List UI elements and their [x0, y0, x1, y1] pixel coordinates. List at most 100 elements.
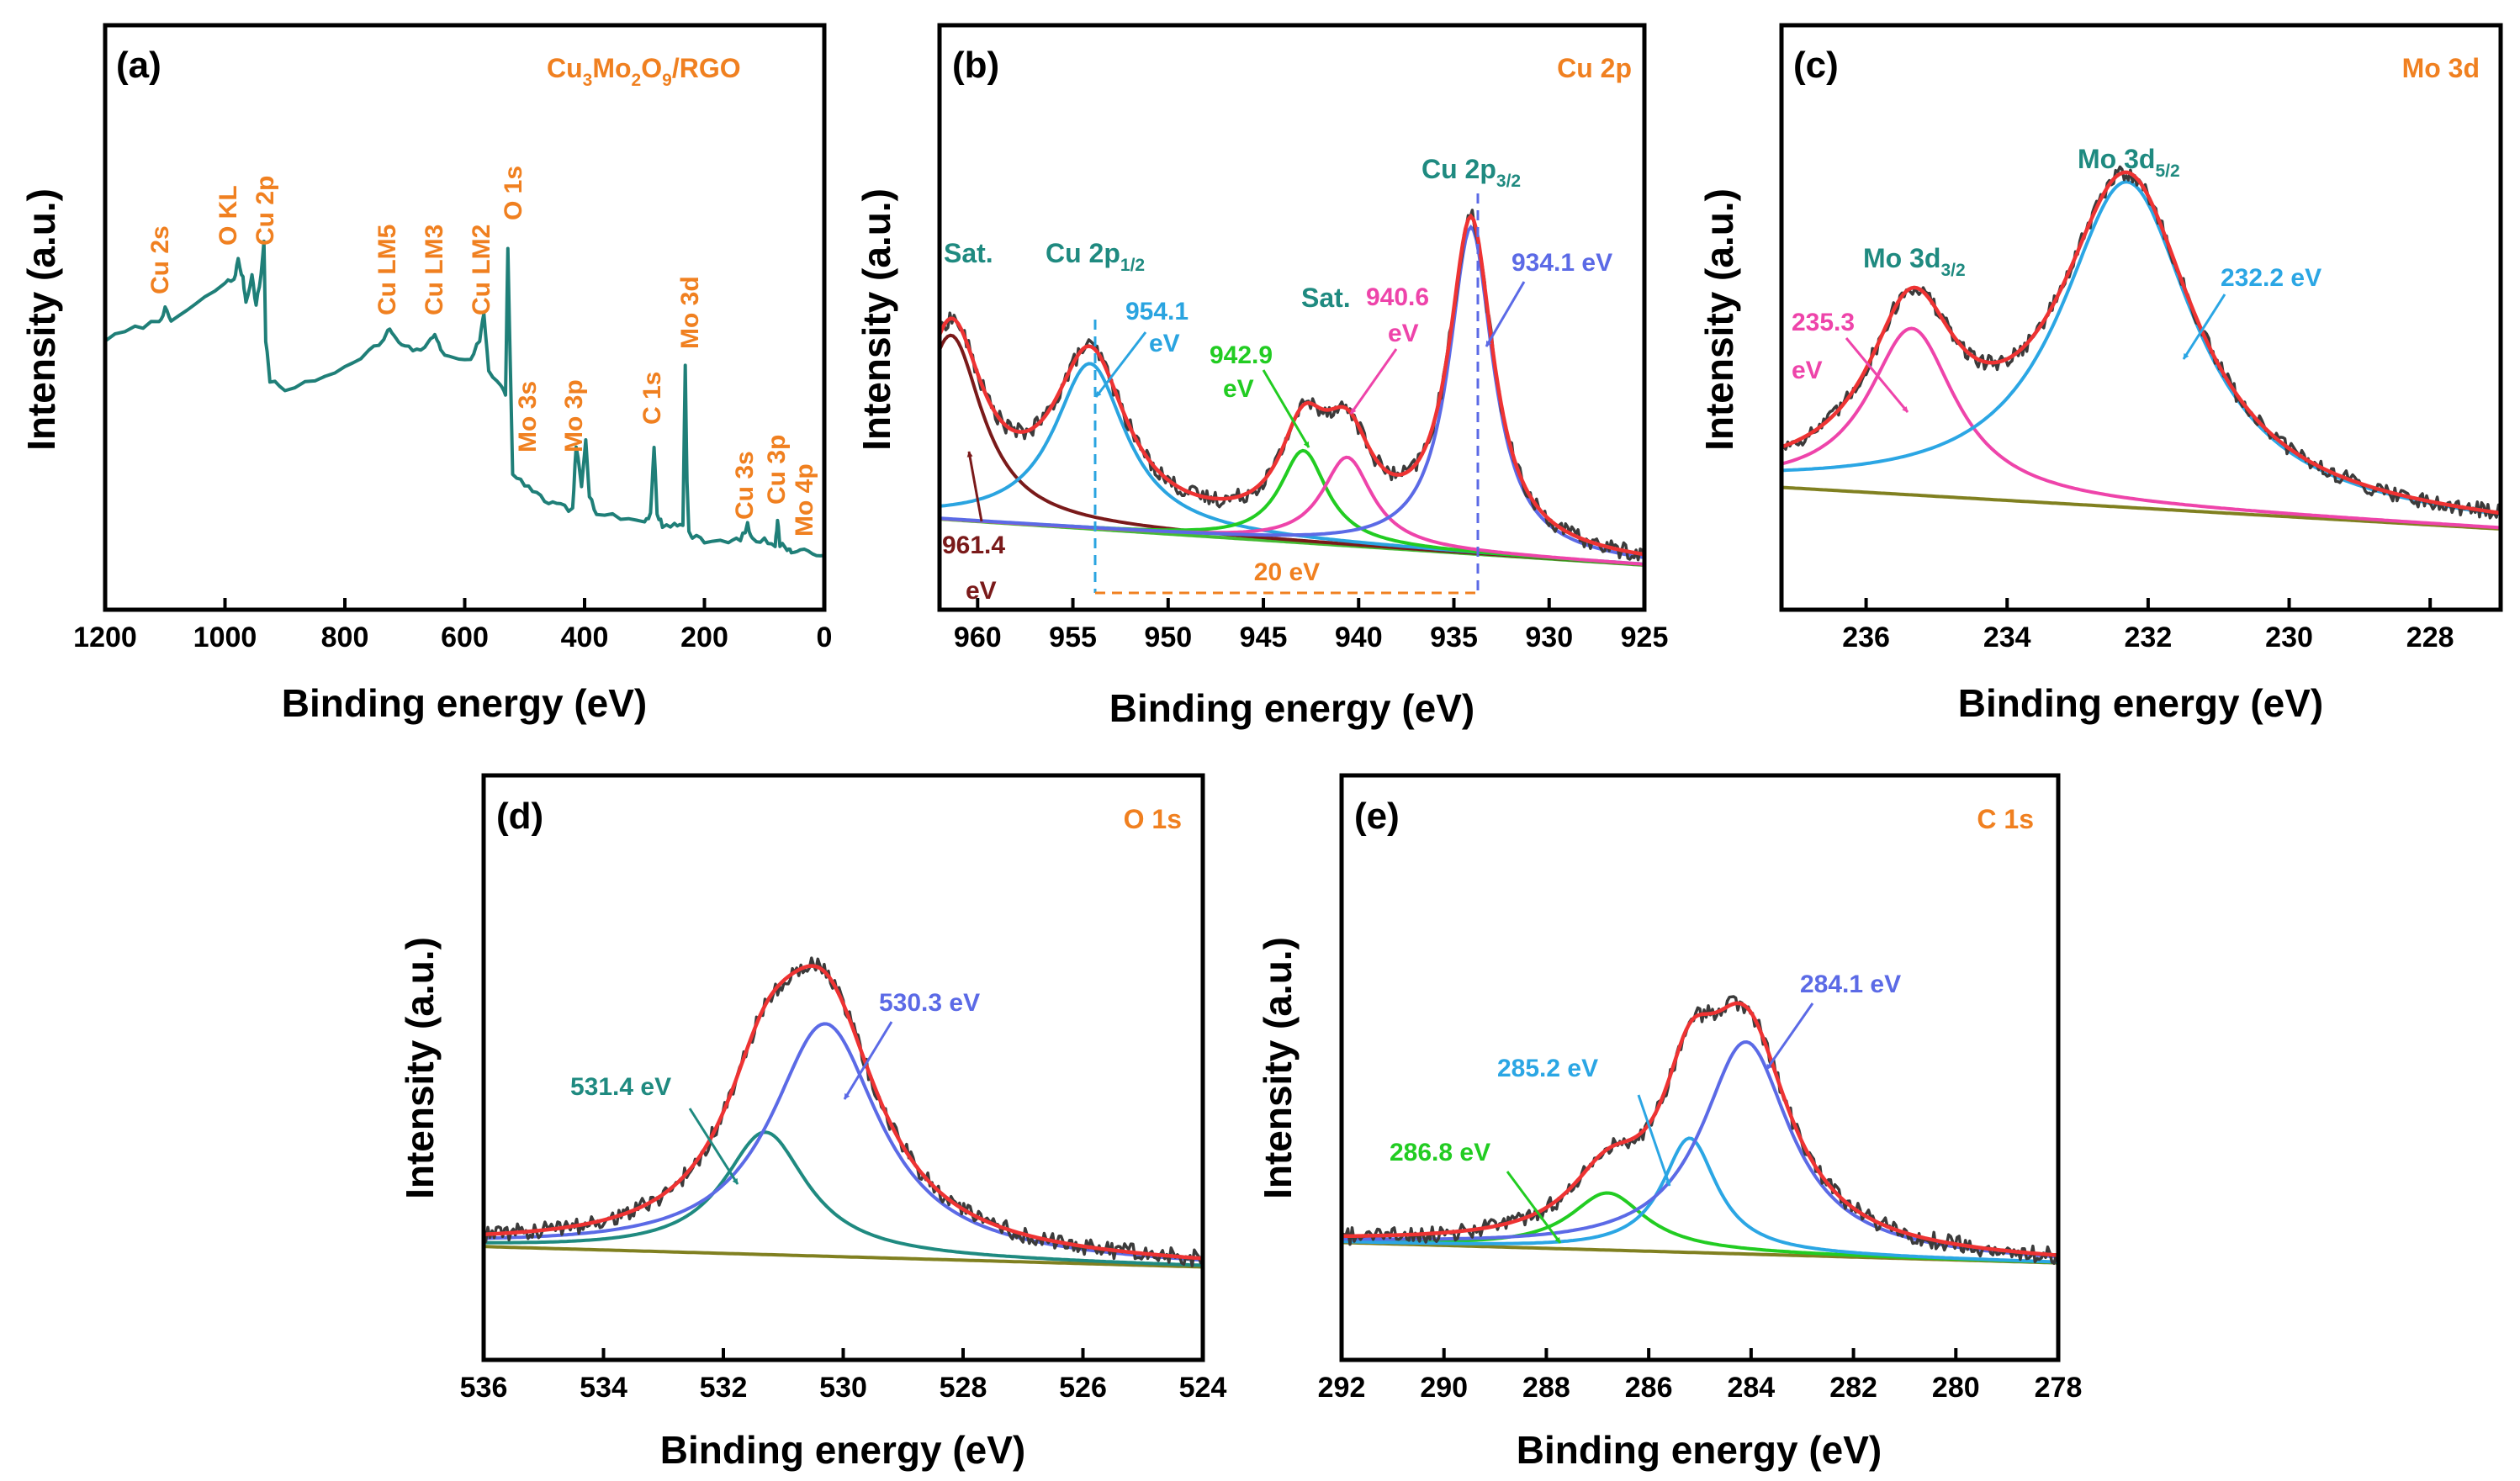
panel-d-frame: [481, 773, 1205, 1362]
peak-label-cu2s: Cu 2s: [146, 225, 174, 294]
cu2p12-label: Cu 2p1/2: [1046, 238, 1145, 275]
mo3d52-label: Mo 3d5/2: [2078, 144, 2180, 181]
panel-b-peak-961.4: [938, 333, 1645, 567]
label-942-line1: 942.9: [1210, 341, 1273, 369]
panel-a-plot-area: [103, 239, 825, 558]
panel-d-title: O 1s: [1124, 804, 1182, 834]
arrow-530: [843, 1021, 893, 1100]
arrow-954: [1094, 331, 1147, 398]
panel-e-frame: [1339, 773, 2061, 1362]
panel-c-tick-label-230: 230: [2265, 621, 2313, 653]
peak-label-mo4p: Mo 4p: [791, 463, 818, 537]
panel-b-fit-envelope: [937, 213, 1645, 557]
arrow-934: [1485, 281, 1526, 347]
panel-d-ticks: 536 534 532 530 528 526 524: [460, 1348, 1227, 1404]
panel-b-ticks: 960 955 950 945 940 935 930 925: [954, 598, 1668, 653]
panel-a-tick-label-1000: 1000: [193, 621, 257, 653]
panel-d-tick-label-526: 526: [1059, 1372, 1107, 1404]
panel-b-frame: [937, 23, 1647, 612]
panel-c-tick-label-234: 234: [1983, 621, 2031, 653]
panel-c-title: Mo 3d: [2402, 53, 2480, 83]
panel-e-ticks: 292 290 288 286 284 282 280 278: [1318, 1348, 2083, 1404]
panel-c-fit-envelope: [1781, 170, 2501, 516]
panel-b-tick-label-950: 950: [1144, 621, 1192, 653]
panel-c-xlabel: Binding energy (eV): [1958, 681, 2323, 725]
peak-label-cu-lm3: Cu LM3: [421, 225, 448, 315]
panel-c-label: (c): [1793, 45, 1839, 86]
panel-c-peak-235.35: [1781, 326, 2501, 530]
panel-b-tick-label-945: 945: [1240, 621, 1288, 653]
peak-label-cu-lm2: Cu LM2: [468, 225, 495, 315]
panel-a-label: (a): [116, 45, 161, 86]
label-235-line2: eV: [1792, 357, 1823, 384]
panel-c-ylabel: Intensity (a.u.): [1697, 188, 1741, 451]
mo3d32-label: Mo 3d3/2: [1863, 243, 1966, 280]
peak-label-mo3p: Mo 3p: [560, 379, 588, 452]
panel-a-xlabel: Binding energy (eV): [282, 681, 647, 725]
label-940-line2: eV: [1388, 320, 1419, 347]
panel-c-tick-label-236: 236: [1842, 621, 1890, 653]
arrow-942: [1262, 369, 1310, 448]
label-530: 530.3 eV: [879, 989, 980, 1017]
peak-label-cu3s: Cu 3s: [731, 451, 759, 520]
panel-e-fit-envelope: [1342, 1001, 2059, 1257]
panel-e-tick-label-280: 280: [1932, 1372, 1980, 1404]
panel-e-tick-label-286: 286: [1625, 1372, 1673, 1404]
peak-label-mo3d: Mo 3d: [676, 276, 704, 349]
label-235-line1: 235.3: [1792, 309, 1855, 336]
panel-a-title: Cu3Mo2O9/RGO: [547, 53, 741, 90]
panel-d-plot-area: [482, 956, 1204, 1269]
split-label: 20 eV: [1254, 558, 1320, 586]
panel-c-ticks: 236 234 232 230 228: [1842, 598, 2454, 653]
peak-label-o-kl: O KL: [214, 185, 242, 246]
arrow-961: [966, 451, 983, 522]
panel-d-fit-envelope: [483, 964, 1204, 1261]
panel-c-mo3d: 236 234 232 230 228 (c) Mo 3d Binding energy…: [1697, 23, 2503, 725]
panel-d-xlabel: Binding energy (eV): [660, 1428, 1025, 1472]
panel-b-ylabel: Intensity (a.u.): [855, 188, 898, 451]
panel-d-tick-label-524: 524: [1179, 1372, 1227, 1404]
panel-b-tick-label-955: 955: [1049, 621, 1097, 653]
panel-e-title: C 1s: [1977, 804, 2034, 834]
panel-b-plot-area: [937, 209, 1646, 567]
label-961-line2: eV: [966, 577, 997, 605]
panel-e-tick-label-278: 278: [2035, 1372, 2083, 1404]
panel-a-tick-label-400: 400: [561, 621, 609, 653]
peak-label-cu2p: Cu 2p: [251, 176, 279, 246]
arrow-232: [2182, 294, 2226, 360]
panel-e-xlabel: Binding energy (eV): [1517, 1428, 1882, 1472]
panel-b-xlabel: Binding energy (eV): [1109, 686, 1474, 730]
panel-d-label: (d): [496, 796, 543, 837]
panel-e-peak-285.2: [1342, 1136, 2059, 1264]
panel-a-tick-label-800: 800: [321, 621, 369, 653]
panel-b-tick-label-930: 930: [1525, 621, 1573, 653]
panel-c-peak-232.3: [1781, 180, 2501, 516]
label-942-line2: eV: [1223, 375, 1254, 403]
panel-c-raw-data: [1780, 165, 2502, 520]
panel-d-tick-label-532: 532: [700, 1372, 748, 1404]
panel-d-tick-label-530: 530: [819, 1372, 867, 1404]
panel-c-tick-label-228: 228: [2406, 621, 2454, 653]
panel-c-tick-label-232: 232: [2125, 621, 2173, 653]
label-531: 531.4 eV: [570, 1073, 671, 1101]
label-284: 284.1 eV: [1800, 971, 1901, 998]
sat-right-label: Sat.: [1301, 283, 1351, 313]
panel-d-tick-label-536: 536: [460, 1372, 508, 1404]
panel-b-title: Cu 2p: [1557, 53, 1632, 83]
arrow-285: [1637, 1094, 1671, 1187]
panel-b-tick-label-925: 925: [1621, 621, 1669, 653]
arrow-286: [1506, 1171, 1562, 1244]
panel-b-label: (b): [952, 45, 999, 86]
panel-c-plot-area: [1780, 165, 2502, 531]
panel-e-tick-label-288: 288: [1522, 1372, 1570, 1404]
panel-a-tick-label-200: 200: [680, 621, 728, 653]
panel-e-tick-label-284: 284: [1727, 1372, 1775, 1404]
label-286: 286.8 eV: [1390, 1139, 1490, 1166]
panel-d-background-line: [484, 1245, 1204, 1269]
panel-e-tick-label-290: 290: [1420, 1372, 1468, 1404]
label-232: 232.2 eV: [2221, 264, 2321, 292]
panel-b-tick-label-960: 960: [954, 621, 1002, 653]
panel-d-o1s: 536 534 532 530 528 526 524 (d) O 1s Binding e…: [398, 773, 1227, 1472]
panel-e-raw-data: [1340, 995, 2060, 1266]
